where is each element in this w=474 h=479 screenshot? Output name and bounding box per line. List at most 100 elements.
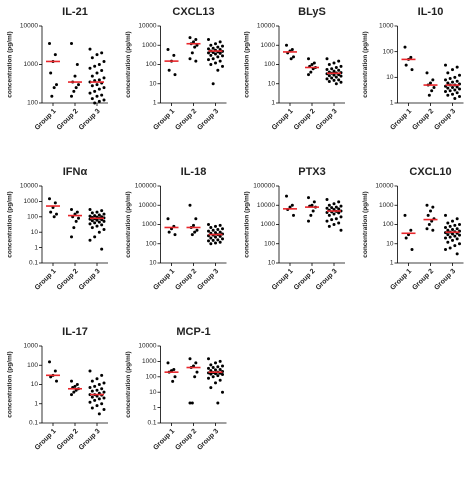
data-point [307, 57, 310, 61]
data-point [332, 202, 336, 206]
y-tick-label: 100 [383, 221, 394, 228]
y-axis-label: concentration (pg/ml) [7, 191, 14, 257]
data-point [312, 61, 316, 65]
data-point [339, 74, 343, 78]
data-point [448, 224, 452, 228]
data-point [95, 404, 99, 408]
y-tick-label: 10 [31, 229, 39, 236]
data-point [102, 219, 106, 223]
data-point [451, 219, 454, 223]
data-point [90, 56, 94, 60]
data-point [195, 370, 199, 374]
data-point [70, 379, 73, 383]
data-point [216, 374, 220, 378]
data-point [425, 227, 429, 231]
x-tick-label: Group 3 [78, 428, 102, 452]
data-point [285, 194, 288, 198]
data-point [444, 90, 447, 94]
data-point [218, 359, 222, 363]
data-point [188, 401, 192, 405]
y-tick-label: 100 [383, 48, 394, 55]
y-tick-label: 0.1 [147, 420, 156, 427]
x-tick-label: Group 3 [196, 428, 220, 452]
y-tick-label: 1000 [379, 23, 394, 30]
data-point [325, 77, 329, 81]
data-point [337, 211, 341, 215]
x-tick-label: Group 1 [34, 108, 58, 132]
data-point [88, 66, 92, 70]
y-tick-label: 1000 [24, 61, 39, 68]
y-tick-label: 100 [146, 374, 157, 381]
x-tick-label: Group 1 [389, 268, 413, 292]
y-tick-label: 1000 [142, 358, 157, 365]
y-tick-label: 0.1 [29, 420, 38, 427]
y-tick-label: 100 [264, 61, 275, 68]
y-tick-label: 10 [268, 260, 276, 267]
data-point [53, 369, 57, 373]
x-tick-label: Group 2 [411, 268, 435, 292]
data-point [221, 54, 224, 58]
data-point [453, 244, 457, 248]
x-tick-label: Group 3 [78, 268, 102, 292]
data-point [100, 51, 104, 55]
data-point [188, 357, 192, 361]
data-point [173, 73, 177, 77]
data-point [458, 73, 461, 77]
data-point [55, 212, 58, 216]
data-point [216, 238, 220, 242]
data-point [455, 217, 459, 221]
data-point [311, 209, 315, 213]
data-point [403, 45, 407, 49]
data-point [88, 385, 92, 389]
data-point [95, 94, 99, 98]
data-point [90, 74, 94, 78]
x-tick-label: Group 1 [271, 108, 295, 132]
y-axis-label: concentration (pg/ml) [125, 31, 132, 97]
x-tick-label: Group 3 [196, 268, 220, 292]
data-point [410, 68, 414, 72]
data-point [93, 89, 97, 93]
data-point [194, 217, 198, 221]
data-point [334, 75, 338, 79]
data-point [88, 214, 92, 218]
data-point [218, 230, 222, 234]
data-point [211, 82, 215, 86]
data-point [337, 207, 341, 211]
data-point [90, 379, 94, 383]
data-point [309, 70, 313, 74]
data-point [332, 212, 336, 216]
data-point [214, 381, 217, 385]
data-point [73, 74, 77, 78]
y-tick-label: 1 [34, 244, 38, 251]
data-point [102, 212, 106, 216]
data-point [446, 233, 450, 237]
data-point [95, 224, 99, 228]
y-tick-label: 1000 [24, 343, 39, 350]
data-point [166, 361, 170, 365]
y-tick-label: 100 [27, 100, 38, 107]
data-point [211, 57, 215, 61]
data-point [455, 237, 459, 241]
data-point [166, 217, 170, 221]
data-point [77, 83, 80, 87]
data-point [97, 230, 101, 234]
x-tick-label: Group 1 [34, 428, 58, 452]
x-tick-label: Group 1 [152, 268, 176, 292]
data-point [102, 98, 106, 102]
data-point [309, 213, 313, 217]
panel: BLyS concentration (pg/ml) 1 10 100 1000 10000… [244, 6, 345, 132]
y-tick-label: 1 [390, 260, 394, 267]
data-point [188, 57, 192, 61]
data-point [48, 42, 51, 46]
y-tick-label: 10000 [138, 23, 156, 30]
data-point [221, 373, 224, 377]
data-point [167, 230, 171, 234]
y-tick-label: 1000 [261, 42, 276, 49]
data-point [75, 210, 79, 214]
data-point [167, 68, 171, 72]
data-point [211, 228, 215, 232]
data-point [337, 59, 341, 63]
data-point [330, 76, 334, 80]
data-point [102, 76, 106, 80]
